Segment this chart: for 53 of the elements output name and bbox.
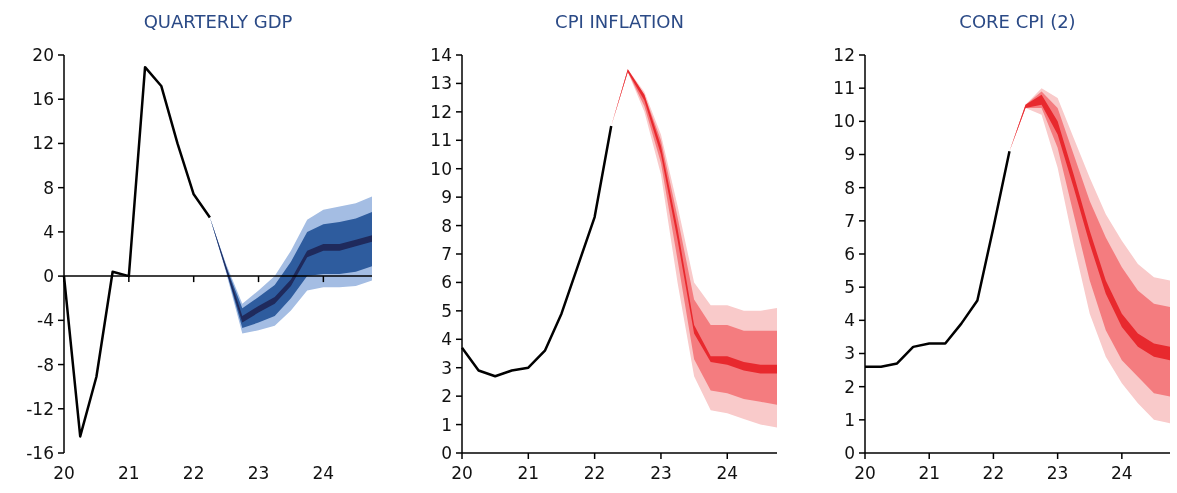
x-tick-label: 24 [1111, 463, 1133, 483]
y-tick-label: 9 [844, 144, 855, 165]
y-tick-label: 1 [441, 414, 452, 435]
chart-title: CPI INFLATION [555, 11, 684, 32]
y-tick-label: 5 [844, 277, 855, 298]
x-tick-label: 23 [1046, 463, 1069, 483]
y-tick-label: 2 [844, 376, 855, 397]
y-tick-label: 10 [833, 111, 855, 132]
y-tick-label: 9 [441, 187, 452, 208]
x-tick-label: 24 [716, 463, 739, 483]
y-tick-label: 0 [844, 442, 855, 463]
y-tick-label: 0 [43, 266, 54, 287]
x-tick-label: 23 [247, 463, 270, 483]
y-tick-label: 6 [441, 272, 452, 293]
x-tick-label: 22 [583, 463, 606, 483]
y-tick-label: 12 [833, 44, 855, 65]
y-tick-label: 4 [441, 329, 452, 350]
y-tick-label: 10 [430, 158, 452, 179]
y-tick-label: 3 [844, 343, 855, 364]
y-tick-label: 13 [430, 73, 452, 94]
y-tick-label: -4 [37, 310, 54, 331]
y-tick-label: 11 [833, 78, 855, 99]
y-tick-label: 12 [32, 133, 54, 154]
x-tick-label: 22 [982, 463, 1005, 483]
y-tick-label: 3 [441, 357, 452, 378]
y-tick-label: 20 [32, 44, 54, 65]
y-tick-label: 7 [441, 243, 452, 264]
x-tick-label: 21 [118, 463, 140, 483]
x-tick-label: 24 [312, 463, 335, 483]
x-tick-label: 21 [517, 463, 540, 483]
y-tick-label: 0 [441, 442, 452, 463]
y-tick-label: 8 [43, 177, 54, 198]
y-tick-label: 5 [441, 300, 452, 321]
y-tick-label: -8 [37, 354, 54, 375]
y-tick-label: 4 [844, 310, 855, 331]
y-tick-label: 4 [43, 221, 54, 242]
y-tick-label: 14 [430, 44, 452, 65]
x-tick-label: 21 [918, 463, 941, 483]
y-tick-label: 2 [441, 386, 452, 407]
y-tick-label: 6 [844, 243, 855, 264]
y-tick-label: -12 [26, 398, 54, 419]
y-tick-label: 16 [32, 89, 54, 110]
y-tick-label: 1 [844, 409, 855, 430]
x-tick-label: 23 [650, 463, 672, 483]
x-tick-label: 22 [182, 463, 205, 483]
y-tick-label: 7 [844, 210, 855, 231]
y-tick-label: 12 [430, 101, 452, 122]
chart-title: QUARTERLY GDP [143, 11, 293, 32]
y-tick-label: -16 [26, 442, 54, 463]
y-tick-label: 11 [430, 130, 452, 151]
y-tick-label: 8 [844, 177, 855, 198]
y-tick-label: 8 [441, 215, 452, 236]
chart-title: CORE CPI (2) [959, 11, 1076, 32]
